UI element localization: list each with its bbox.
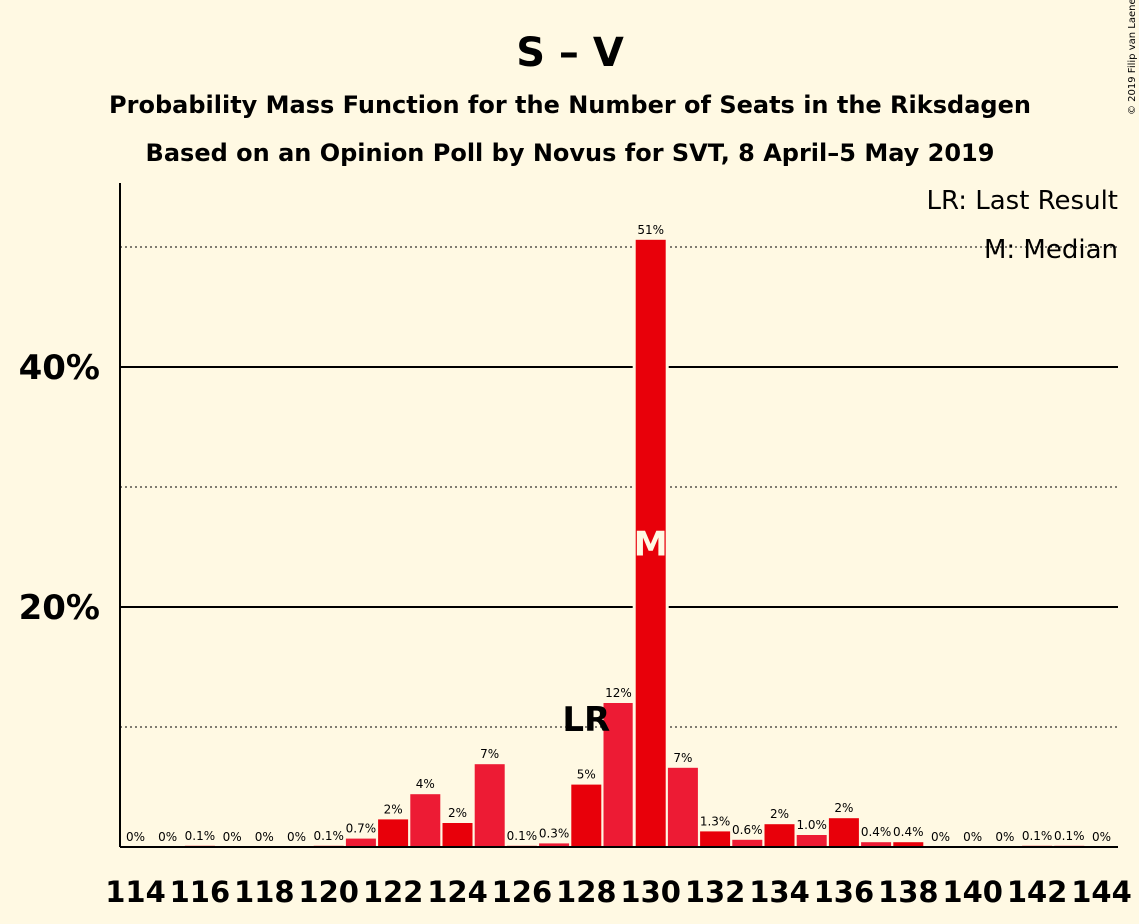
data-label-seat-131: 7%: [673, 751, 692, 765]
x-tick-126: 126: [492, 875, 553, 909]
x-tick-144: 144: [1071, 875, 1132, 909]
bar-seat-121: [345, 838, 376, 847]
bar-seat-138: [893, 842, 924, 847]
x-tick-118: 118: [234, 875, 295, 909]
axes: [119, 183, 1118, 848]
legend-last-result: LR: Last Result: [926, 186, 1118, 216]
y-tick-labels: 20% 40%: [19, 348, 100, 628]
data-label-seat-122: 2%: [384, 802, 403, 816]
bar-seat-128: [571, 784, 602, 847]
data-label-seat-116: 0.1%: [185, 829, 216, 843]
chart-subtitle-1: Probability Mass Function for the Number…: [109, 91, 1031, 119]
data-label-seat-127: 0.3%: [539, 826, 570, 840]
data-label-seat-121: 0.7%: [346, 822, 377, 836]
y-tick-20: 20%: [19, 588, 100, 628]
data-label-seat-142: 0.1%: [1022, 829, 1053, 843]
data-label-seat-132: 1.3%: [700, 814, 731, 828]
x-tick-122: 122: [363, 875, 424, 909]
gridlines: [120, 246, 1118, 728]
data-label-seat-118: 0%: [255, 830, 274, 844]
data-label-seat-114: 0%: [126, 830, 145, 844]
x-tick-labels: 114 116 118 120 122 124 126 128 130 132 134 136 138 1…: [105, 875, 1132, 909]
data-label-seat-133: 0.6%: [732, 823, 763, 837]
bar-seat-134: [764, 824, 795, 847]
data-label-seat-117: 0%: [223, 830, 242, 844]
data-label-seat-119: 0%: [287, 830, 306, 844]
data-label-seat-124: 2%: [448, 806, 467, 820]
data-label-seat-129: 12%: [605, 686, 632, 700]
data-label-seat-137: 0.4%: [861, 825, 892, 839]
bar-seat-127: [539, 843, 570, 847]
bar-seat-135: [796, 835, 827, 847]
x-tick-134: 134: [749, 875, 810, 909]
data-label-seat-126: 0.1%: [507, 829, 538, 843]
bar-seat-124: [442, 823, 473, 847]
data-label-seat-136: 2%: [834, 801, 853, 815]
x-tick-142: 142: [1007, 875, 1068, 909]
data-label-seat-130: 51%: [637, 223, 664, 237]
chart-title: S – V: [516, 30, 624, 76]
data-label-seat-123: 4%: [416, 777, 435, 791]
bar-seat-137: [861, 842, 892, 847]
data-label-seat-143: 0.1%: [1054, 829, 1085, 843]
x-tick-124: 124: [427, 875, 488, 909]
data-label-seat-115: 0%: [158, 830, 177, 844]
last-result-marker: LR: [562, 700, 610, 740]
data-label-seat-138: 0.4%: [893, 825, 924, 839]
legend-median: M: Median: [984, 235, 1118, 265]
x-tick-136: 136: [814, 875, 875, 909]
bar-seat-125: [474, 764, 505, 847]
bar-seat-122: [378, 819, 409, 847]
bars: [184, 237, 1085, 848]
median-marker: M: [634, 524, 668, 564]
x-tick-132: 132: [685, 875, 746, 909]
x-tick-116: 116: [170, 875, 231, 909]
y-tick-40: 40%: [19, 348, 100, 388]
chart-subtitle-2: Based on an Opinion Poll by Novus for SV…: [146, 139, 995, 167]
data-label-seat-128: 5%: [577, 768, 596, 782]
data-label-seat-139: 0%: [931, 830, 950, 844]
bar-seat-131: [667, 767, 698, 847]
x-tick-130: 130: [620, 875, 681, 909]
data-label-seat-144: 0%: [1092, 830, 1111, 844]
data-label-seat-135: 1.0%: [796, 818, 827, 832]
bar-seat-133: [732, 839, 763, 847]
copyright-credit: © 2019 Filip van Laenen: [1127, 0, 1138, 115]
bar-seat-123: [410, 794, 441, 847]
x-tick-138: 138: [878, 875, 939, 909]
data-label-seat-140: 0%: [963, 830, 982, 844]
data-label-seat-134: 2%: [770, 807, 789, 821]
data-labels: 0% 0% 0.1% 0% 0% 0% 0.1%0.7%2%4%2%7%0.1% 0.3%5%…: [126, 223, 1111, 844]
x-tick-120: 120: [298, 875, 359, 909]
x-tick-128: 128: [556, 875, 617, 909]
x-tick-140: 140: [942, 875, 1003, 909]
bar-seat-132: [700, 831, 731, 847]
bar-seat-136: [828, 818, 859, 847]
data-label-seat-125: 7%: [480, 747, 499, 761]
markers: LR M: [562, 524, 667, 740]
bar-seat-129: [603, 703, 634, 847]
bar-seat-130: [635, 239, 666, 848]
x-tick-114: 114: [105, 875, 166, 909]
data-label-seat-141: 0%: [995, 830, 1014, 844]
data-label-seat-120: 0.1%: [313, 829, 344, 843]
